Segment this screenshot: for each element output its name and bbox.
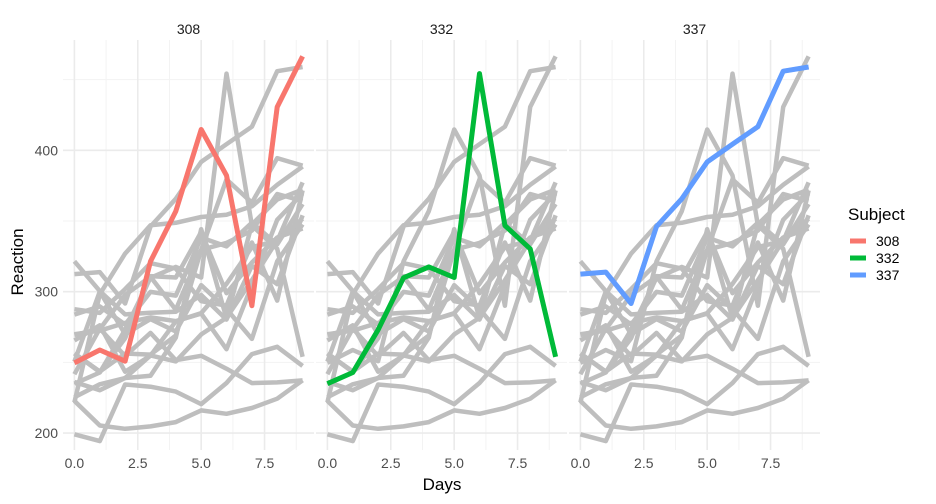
y-tick-label: 400 xyxy=(35,142,59,158)
background-line-371 xyxy=(74,191,305,352)
x-tick-label: 2.5 xyxy=(381,455,401,471)
background-line-335 xyxy=(578,326,809,386)
background-line-371 xyxy=(580,191,811,352)
facet-strip-label: 337 xyxy=(683,21,707,37)
x-tick-label: 7.5 xyxy=(508,455,528,471)
highlight-line-337 xyxy=(580,64,810,306)
x-tick-label: 7.5 xyxy=(255,455,275,471)
legend-label: 337 xyxy=(876,267,900,283)
background-line-337 xyxy=(74,64,303,306)
legend-entry-337: 337 xyxy=(850,267,900,283)
background-line-349 xyxy=(73,216,305,393)
background-line-349 xyxy=(326,216,558,393)
background-line-335 xyxy=(325,326,556,386)
background-line-352 xyxy=(325,164,557,403)
x-tick-label: 5.0 xyxy=(697,455,717,471)
background-line-309 xyxy=(578,378,810,432)
y-tick-label: 200 xyxy=(35,425,59,441)
legend-label: 308 xyxy=(876,233,900,249)
x-tick-label: 5.0 xyxy=(191,455,211,471)
legend-title: Subject xyxy=(848,205,905,224)
y-axis-label: Reaction xyxy=(8,228,27,295)
legend-entry-332: 332 xyxy=(850,250,900,266)
x-tick-label: 7.5 xyxy=(761,455,781,471)
x-tick-label: 0.0 xyxy=(318,455,338,471)
background-line-310 xyxy=(326,344,557,444)
background-line-310 xyxy=(579,344,810,444)
facet-strip-label: 308 xyxy=(177,21,201,37)
facet-panel-332: 332 0.0 2.5 5.0 7.5 xyxy=(316,21,567,471)
highlight-line-308 xyxy=(73,55,305,366)
legend-label: 332 xyxy=(876,250,900,266)
x-tick-label: 2.5 xyxy=(634,455,654,471)
background-line-372 xyxy=(326,191,557,338)
background-line-335 xyxy=(72,326,303,386)
x-tick-label: 2.5 xyxy=(128,455,148,471)
background-line-309 xyxy=(325,378,557,432)
highlight-line-332 xyxy=(326,71,559,386)
y-tick-label: 300 xyxy=(35,284,59,300)
background-line-310 xyxy=(73,344,304,444)
x-tick-label: 0.0 xyxy=(571,455,591,471)
facet-panel-308: 308 0.0 2.5 5.0 7.5 xyxy=(63,21,314,471)
background-line-337 xyxy=(327,64,556,306)
background-line-309 xyxy=(72,378,304,432)
background-line-352 xyxy=(578,164,810,403)
legend-entry-308: 308 xyxy=(850,233,900,249)
facet-strip-label: 332 xyxy=(430,21,454,37)
background-line-372 xyxy=(579,191,810,338)
background-line-349 xyxy=(579,216,811,393)
x-tick-label: 0.0 xyxy=(65,455,85,471)
x-axis-label: Days xyxy=(423,475,462,494)
background-line-371 xyxy=(327,191,558,352)
facet-panel-337: 337 0.0 2.5 5.0 7.5 xyxy=(569,21,820,471)
x-tick-label: 5.0 xyxy=(444,455,464,471)
